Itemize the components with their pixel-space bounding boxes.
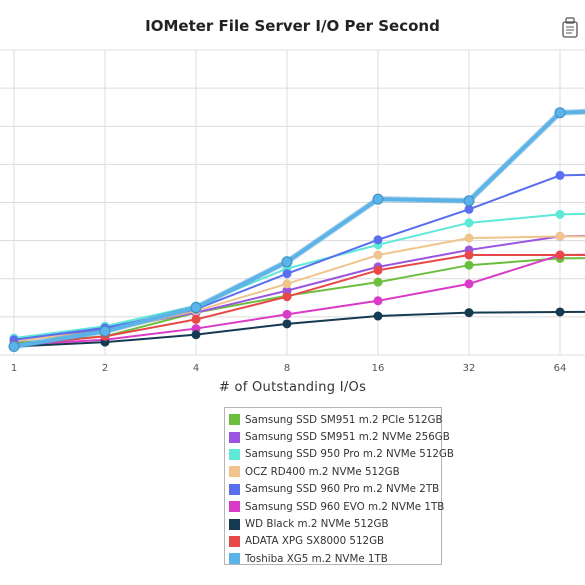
data-point [555,231,565,241]
legend-item: ADATA XPG SX8000 512GB [229,533,441,550]
chart-series [8,107,585,353]
legend-swatch [229,466,240,478]
legend-item: OCZ RD400 m.2 NVMe 512GB [229,463,441,480]
data-point [282,269,292,279]
series-8 [9,250,585,350]
series-line [13,254,585,346]
legend-item: Samsung SSD SM951 m.2 NVMe 256GB [229,428,450,445]
x-tick-label: 2 [102,363,108,374]
data-point [464,260,474,270]
chart-legend: Samsung SSD SM951 m.2 PCIe 512GB Samsung … [224,407,454,567]
data-point [555,170,565,180]
legend-item: Samsung SSD SM951 m.2 PCIe 512GB [229,411,443,428]
data-point [464,233,474,243]
data-point [99,325,111,337]
legend-label: Samsung SSD SM951 m.2 NVMe 256GB [245,431,450,444]
data-point [373,296,383,306]
x-tick-label: 1 [11,363,17,374]
data-point [373,235,383,245]
data-point [555,307,565,317]
data-point [191,330,201,340]
data-point [373,250,383,260]
data-point [554,107,566,119]
series-line [13,109,585,349]
data-point [281,256,293,268]
legend-swatch [229,553,240,565]
legend-item: Samsung SSD 950 Pro m.2 NVMe 512GB [229,446,454,463]
data-point [372,193,384,205]
data-point [282,319,292,329]
legend-label: Samsung SSD SM951 m.2 PCIe 512GB [245,413,443,426]
series-line [13,310,585,348]
data-point [464,250,474,260]
data-point [555,250,565,260]
legend-label: Toshiba XG5 m.2 NVMe 1TB [245,552,388,565]
x-tick-label: 64 [554,363,567,374]
legend-item: Samsung SSD 960 EVO m.2 NVMe 1TB [229,498,445,515]
legend-swatch [229,431,240,443]
x-axis-label: # of Outstanding I/Os [218,380,367,395]
legend-label: Samsung SSD 960 EVO m.2 NVMe 1TB [245,500,445,513]
legend-swatch [229,483,240,495]
data-point [373,311,383,321]
legend-label: ADATA XPG SX8000 512GB [245,535,385,548]
x-tick-label: 32 [463,363,476,374]
chart-grid [0,49,585,356]
legend-swatch [229,518,240,530]
series-line [13,253,585,346]
series-9 [8,107,585,353]
legend-swatch [229,414,240,426]
data-point [555,209,565,219]
data-point [373,277,383,287]
data-point [464,204,474,214]
legend-item: WD Black m.2 NVMe 512GB [229,515,441,532]
legend-label: Samsung SSD 960 Pro m.2 NVMe 2TB [245,483,440,496]
chart-title: IOMeter File Server I/O Per Second [145,17,440,35]
x-tick-label: 8 [284,363,290,374]
legend-swatch [229,501,240,513]
data-point [282,279,292,289]
data-point [8,341,20,353]
data-point [282,309,292,319]
data-point [282,292,292,302]
data-point [190,302,202,314]
series-line [13,212,585,340]
legend-label: WD Black m.2 NVMe 512GB [245,518,389,531]
site-logo-icon [562,17,578,38]
series-line-shadow [13,108,585,350]
data-point [191,314,201,324]
x-tick-label: 16 [372,363,385,374]
legend-swatch [229,535,240,547]
legend-label: Samsung SSD 950 Pro m.2 NVMe 512GB [245,448,454,461]
legend-item: Toshiba XG5 m.2 NVMe 1TB [229,550,441,567]
data-point [373,265,383,275]
x-tick-label: 4 [193,363,199,374]
data-point [464,279,474,289]
data-point [464,308,474,318]
series-line [13,173,585,341]
legend-swatch [229,448,240,460]
x-axis-ticks: 1 2 4 8 16 32 64 [11,363,567,374]
data-point [463,195,475,207]
data-point [464,218,474,228]
legend-label: OCZ RD400 m.2 NVMe 512GB [245,465,400,478]
legend-item: Samsung SSD 960 Pro m.2 NVMe 2TB [229,481,441,498]
